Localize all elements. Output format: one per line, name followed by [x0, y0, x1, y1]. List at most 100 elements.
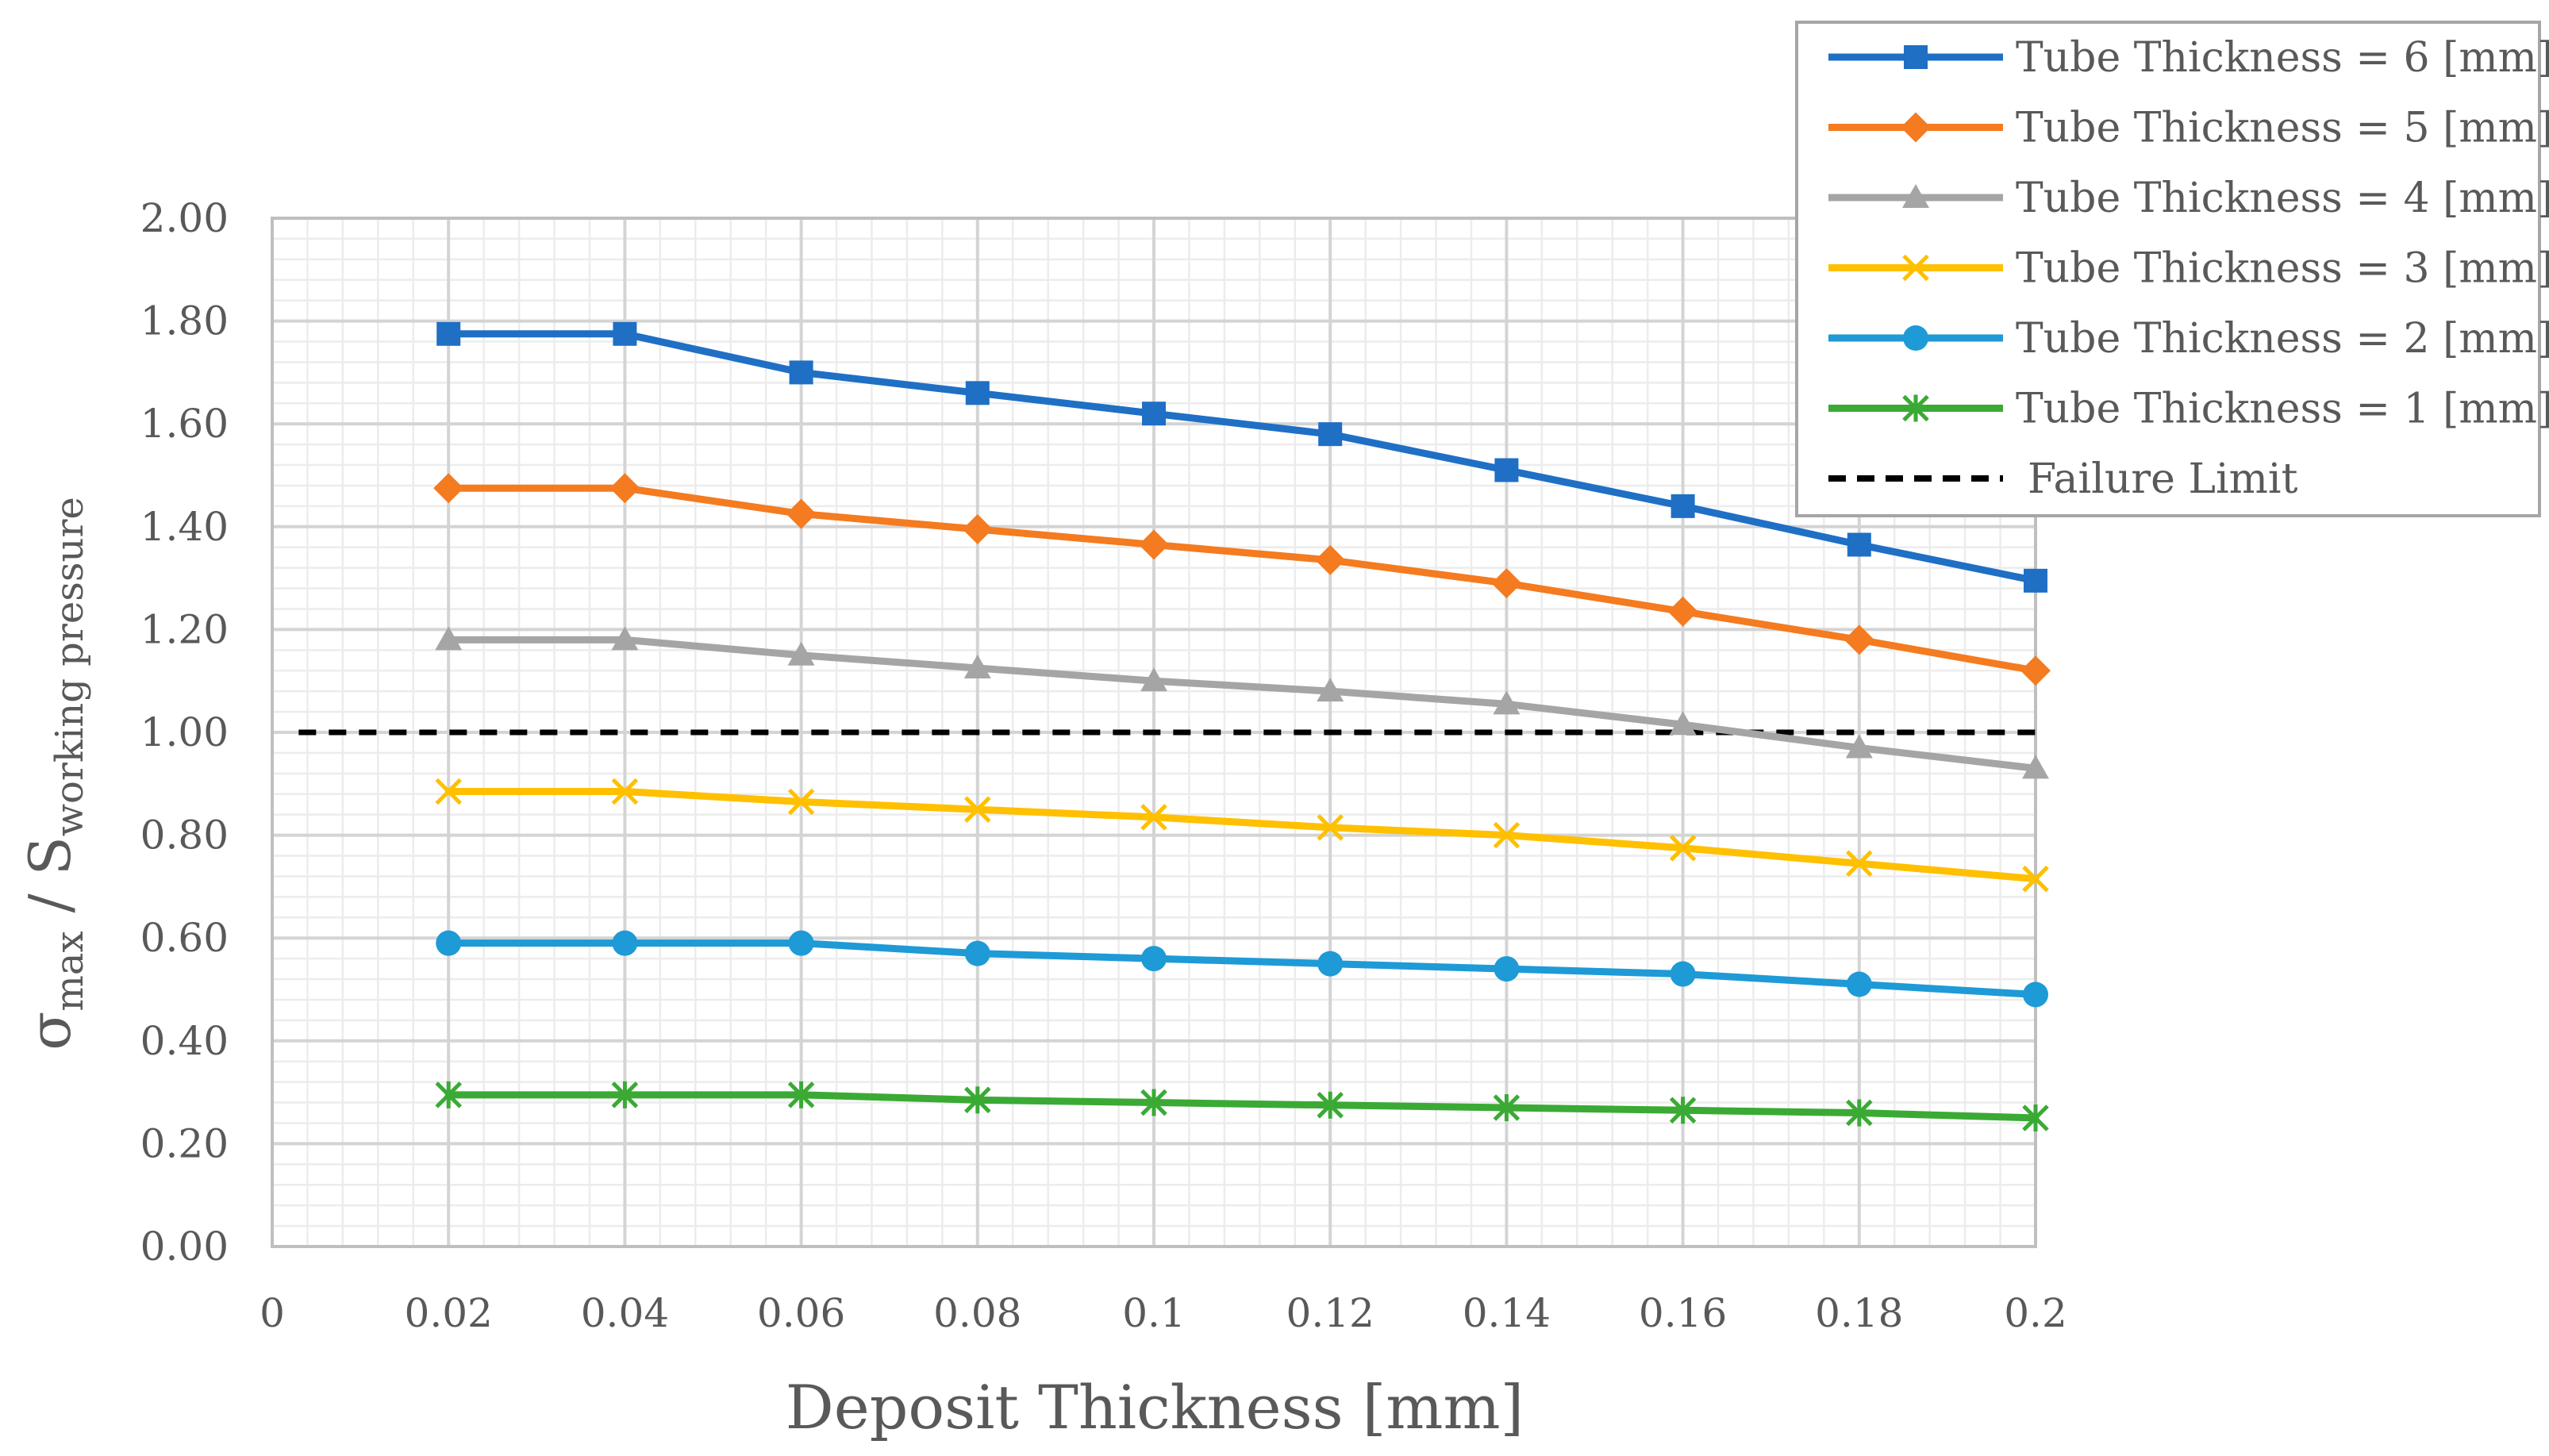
marker-x: [1317, 814, 1344, 841]
marker-x-stroke: [1846, 850, 1873, 878]
marker-square: [1494, 458, 1519, 482]
marker-triangle: [1902, 184, 1929, 208]
legend-label: Failure Limit: [2028, 455, 2298, 503]
marker-square: [1904, 45, 1928, 69]
marker-x: [1846, 850, 1873, 878]
series-line: [444, 330, 2040, 585]
y-axis-title: σmax / Sworking pressure: [17, 497, 92, 1051]
marker-circle: [2023, 982, 2048, 1008]
series-2: [433, 473, 2051, 686]
marker-x: [1669, 835, 1697, 862]
marker-asterisk: [2022, 1104, 2049, 1131]
x-tick-label: 0.1: [1122, 1290, 1186, 1336]
marker-circle: [1903, 325, 1928, 351]
marker-circle: [1141, 946, 1167, 972]
marker-x-stroke: [1669, 835, 1697, 862]
y-tick-label: 0.20: [140, 1120, 229, 1166]
marker-square: [965, 381, 990, 405]
legend-entry: Tube Thickness = 4 [mm]: [1828, 175, 2549, 222]
marker-asterisk: [1493, 1094, 1521, 1122]
marker-circle: [612, 930, 638, 956]
legend-entry: Failure Limit: [1828, 455, 2298, 503]
marker-x: [435, 778, 462, 805]
legend-entry: Tube Thickness = 2 [mm]: [1828, 315, 2549, 363]
marker-asterisk: [1669, 1097, 1697, 1124]
marker-diamond: [962, 514, 993, 545]
x-tick-label: 0.12: [1286, 1290, 1374, 1336]
y-axis-title-s-subscript: working pressure: [48, 497, 92, 836]
marker-x-stroke: [2022, 865, 2049, 893]
marker-circle: [1317, 951, 1344, 977]
y-tick-label: 0.00: [140, 1224, 229, 1270]
series-line: [444, 939, 2040, 998]
marker-x-stroke: [1317, 814, 1344, 841]
marker-square: [1142, 401, 1166, 426]
marker-x: [611, 778, 639, 805]
marker-square: [613, 321, 637, 346]
marker-square: [436, 321, 461, 346]
marker-x-stroke: [611, 778, 639, 805]
series-group: [433, 321, 2051, 1131]
marker-triangle: [1845, 734, 1873, 759]
marker-asterisk: [1846, 1099, 1873, 1127]
legend-label: Tube Thickness = 6 [mm]: [2016, 34, 2549, 82]
marker-asterisk: [1902, 394, 1929, 422]
marker-triangle: [435, 626, 463, 651]
marker-triangle: [1669, 711, 1697, 736]
x-axis-title: Deposit Thickness [mm]: [786, 1372, 1524, 1443]
x-tick-label: 0.02: [405, 1290, 493, 1336]
x-tick-label: 0.04: [581, 1290, 669, 1336]
legend-entry: Tube Thickness = 6 [mm]: [1828, 34, 2549, 82]
legend-label: Tube Thickness = 2 [mm]: [2016, 315, 2549, 363]
legend-label: Tube Thickness = 4 [mm]: [2016, 175, 2549, 222]
x-tick-label: 0.16: [1639, 1290, 1727, 1336]
marker-square: [2024, 568, 2047, 593]
marker-diamond: [609, 473, 640, 504]
x-tick-label: 0.18: [1815, 1290, 1903, 1336]
y-tick-label: 1.60: [140, 401, 229, 447]
marker-triangle: [2022, 755, 2049, 779]
marker-asterisk: [611, 1081, 639, 1108]
marker-x: [1902, 254, 1929, 282]
marker-triangle: [611, 626, 639, 651]
marker-x-stroke: [1140, 804, 1167, 831]
series-line: [444, 484, 2040, 674]
marker-triangle: [787, 641, 815, 666]
series-line: [444, 1091, 2040, 1122]
marker-x-stroke: [1902, 254, 1929, 282]
legend-label: Tube Thickness = 5 [mm]: [2016, 105, 2549, 152]
legend-items: Tube Thickness = 6 [mm] Tube Thickness = …: [1828, 34, 2549, 503]
marker-triangle: [963, 655, 991, 678]
y-axis-title-separator: / S: [17, 836, 83, 931]
y-tick-label: 2.00: [140, 195, 229, 241]
x-tick-label: 0.06: [757, 1290, 845, 1336]
marker-diamond: [1667, 596, 1698, 627]
series-line: [444, 636, 2040, 772]
marker-circle: [1494, 956, 1520, 982]
marker-x: [2022, 865, 2049, 893]
marker-x: [1140, 804, 1167, 831]
y-tick-label: 1.20: [140, 606, 229, 652]
series-line: [444, 788, 2040, 883]
marker-diamond: [433, 473, 464, 504]
marker-x: [787, 788, 815, 816]
marker-diamond: [2020, 655, 2051, 686]
series-4: [435, 778, 2049, 893]
marker-circle: [964, 940, 990, 966]
marker-x-stroke: [435, 778, 462, 805]
marker-triangle: [1493, 690, 1521, 715]
legend: Tube Thickness = 6 [mm] Tube Thickness = …: [1795, 21, 2549, 517]
marker-asterisk: [1140, 1089, 1167, 1116]
marker-asterisk: [435, 1081, 462, 1108]
x-tick-label: 0: [260, 1290, 285, 1336]
x-tick-label: 0.08: [933, 1290, 1021, 1336]
marker-triangle: [1317, 678, 1344, 702]
x-axis-tick-labels: 0 0.02 0.04 0.06 0.08 0.1 0.12 0.14 0.16 0.18 0.2: [260, 1290, 2067, 1336]
marker-asterisk: [1317, 1091, 1344, 1119]
marker-circle: [436, 930, 462, 956]
marker-triangle: [1140, 667, 1167, 692]
y-tick-label: 1.00: [140, 709, 229, 755]
marker-diamond: [1901, 112, 1931, 143]
plot-area-frame: [271, 217, 2037, 1248]
